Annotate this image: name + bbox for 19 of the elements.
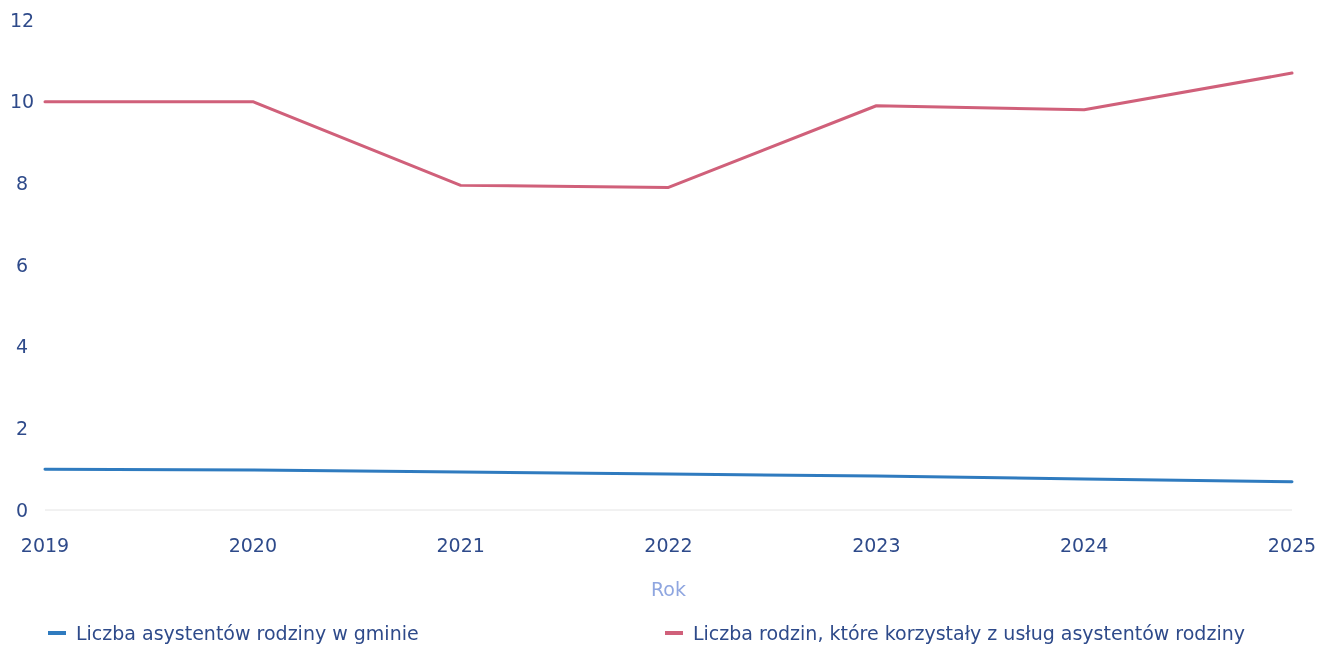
x-tick-label: 2023 — [852, 534, 901, 556]
x-tick-label: 2022 — [644, 534, 693, 556]
line-series — [43, 71, 1294, 189]
x-tick-label: 2019 — [20, 534, 70, 556]
y-tick-label: 10 — [9, 90, 35, 113]
y-tick-label: 12 — [9, 8, 35, 31]
x-tick-label: 2020 — [228, 534, 278, 556]
line-series — [43, 467, 1294, 484]
legend-label: Liczba rodzin, które korzystały z usług asystentów rodziny — [693, 622, 1245, 644]
y-tick-label: 2 — [15, 416, 29, 439]
x-tick-label: 2025 — [1267, 534, 1317, 556]
x-tick-label: 2024 — [1059, 534, 1109, 556]
x-tick-label: 2021 — [436, 534, 485, 556]
y-tick-label: 4 — [15, 335, 29, 358]
y-tick-label: 0 — [15, 498, 29, 521]
y-tick-label: 6 — [15, 253, 29, 276]
legend-label: Liczba asystentów rodziny w gminie — [76, 622, 419, 644]
x-axis-title: Rok — [651, 578, 686, 600]
y-tick-label: 8 — [15, 171, 29, 194]
